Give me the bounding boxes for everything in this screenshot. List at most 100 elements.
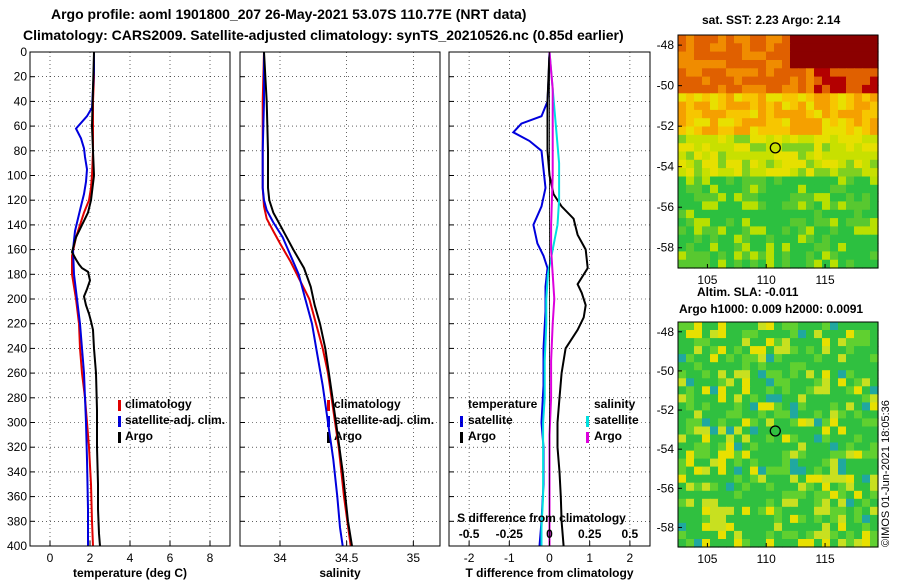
legend-label-satellite: satellite-adj. clim. (334, 413, 434, 427)
map-cell (798, 76, 807, 86)
map-cell (798, 530, 807, 540)
map-cell (774, 35, 783, 44)
map-cell (678, 410, 687, 419)
map-cell (846, 346, 855, 355)
map-cell (854, 530, 863, 540)
map-cell (686, 101, 695, 111)
map-cell (774, 474, 783, 484)
map-cell (710, 101, 719, 111)
map-cell (766, 201, 775, 211)
map-cell (846, 378, 855, 387)
map-cell (822, 394, 831, 403)
map-cell (718, 68, 727, 78)
map-cell (790, 151, 799, 161)
tick-label-x: 35 (407, 551, 421, 565)
map-cell (870, 259, 879, 269)
map-cell (870, 498, 879, 508)
map-cell (790, 370, 799, 379)
map-cell (822, 151, 831, 161)
map-cell (766, 522, 775, 532)
map-cell (694, 450, 703, 460)
map-cell (750, 176, 759, 186)
map-cell (718, 450, 727, 460)
map-cell (814, 426, 823, 436)
map-cell (838, 134, 847, 144)
map-cell (774, 168, 783, 177)
map-cell (838, 522, 847, 532)
map-cell (686, 60, 695, 69)
map-cell (798, 442, 807, 452)
map-cell (750, 243, 759, 252)
map-cell (830, 346, 839, 355)
map-tick-label-x: 110 (757, 273, 776, 287)
map-cell (790, 201, 799, 211)
map-cell (734, 539, 743, 548)
map-cell (774, 410, 783, 419)
map-cell (734, 143, 743, 153)
map-cell (814, 259, 823, 269)
map-cell (782, 68, 791, 78)
tick-label-depth: 280 (7, 391, 27, 405)
map-cell (814, 118, 823, 128)
map-cell (678, 193, 687, 202)
map-cell (814, 193, 823, 202)
map-cell (678, 450, 687, 460)
map-cell (798, 434, 807, 444)
map-cell (694, 378, 703, 387)
map-cell (806, 218, 815, 227)
map-cell (766, 259, 775, 269)
map-cell (798, 68, 807, 78)
map-cell (726, 418, 735, 427)
map-cell (830, 434, 839, 444)
map-cell (734, 126, 743, 136)
map-cell (694, 474, 703, 484)
map-frame (677, 321, 879, 548)
map-cell (798, 370, 807, 379)
map-cell (758, 386, 767, 395)
map-cell (694, 259, 703, 269)
tick-label-depth: 80 (14, 144, 28, 158)
map-cell (678, 386, 687, 395)
map-cell (678, 159, 687, 169)
map-cell (734, 394, 743, 403)
map-cell (838, 193, 847, 202)
map-cell (822, 466, 831, 476)
map-cell (726, 101, 735, 111)
map-cell (726, 458, 735, 468)
map-cell (862, 60, 871, 69)
tick-label-depth: 220 (7, 317, 27, 331)
map-cell (718, 506, 727, 516)
map-cell (734, 482, 743, 492)
map-cell (718, 126, 727, 136)
map-cell (782, 442, 791, 452)
map-cell (734, 378, 743, 387)
map-cell (790, 442, 799, 452)
map-cell (870, 539, 879, 548)
map-cell (726, 394, 735, 403)
map-cell (742, 259, 751, 269)
map-cell (814, 482, 823, 492)
map-cell (766, 530, 775, 540)
map-cell (862, 118, 871, 128)
map-cell (782, 522, 791, 532)
map-cell (766, 410, 775, 419)
map-cell (790, 109, 799, 119)
map-cell (766, 474, 775, 484)
map-cell (766, 458, 775, 468)
map-cell (862, 386, 871, 395)
map-cell (686, 410, 695, 419)
map-cell (718, 201, 727, 211)
map-cell (790, 450, 799, 460)
map-cell (686, 442, 695, 452)
map-cell (830, 109, 839, 119)
map-cell (822, 118, 831, 128)
map-cell (790, 498, 799, 508)
map-cell (742, 168, 751, 177)
map-cell (846, 193, 855, 202)
map-cell (710, 184, 719, 194)
map-cell (678, 426, 687, 436)
map-cell (838, 159, 847, 169)
map-cell (774, 506, 783, 516)
map-cell (790, 418, 799, 427)
